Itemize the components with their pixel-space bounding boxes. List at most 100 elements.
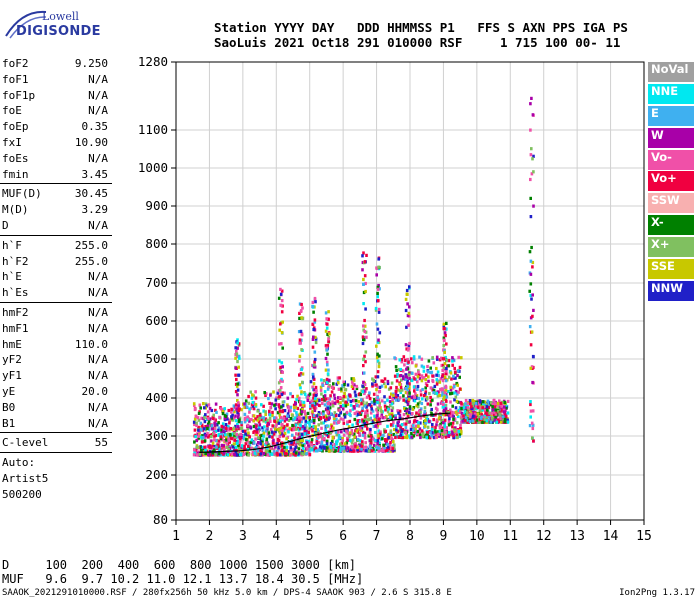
echo-cell: [257, 425, 261, 429]
echo-cell: [252, 414, 256, 418]
echo-cell: [441, 373, 445, 377]
echo-cell: [373, 402, 376, 406]
echo-cell: [499, 416, 502, 420]
echo-cell: [532, 170, 535, 174]
echo-cell: [409, 357, 413, 361]
echo-cell: [370, 400, 374, 404]
echo-cell: [325, 346, 328, 350]
echo-cell: [223, 416, 227, 420]
echo-cell: [292, 427, 296, 432]
header-values: SaoLuis 2021 Oct18 291 010000 RSF 1 715 …: [214, 35, 621, 50]
echo-cell: [234, 451, 238, 455]
echo-cell: [386, 424, 389, 428]
echo-cell: [427, 419, 431, 423]
echo-cell: [225, 428, 228, 432]
echo-cell: [259, 442, 263, 446]
echo-cell: [286, 403, 289, 407]
param-value: 255.0: [74, 254, 108, 268]
echo-cell: [301, 452, 304, 456]
echo-cell: [303, 428, 306, 432]
param-value: N/A: [88, 353, 108, 367]
echo-cell: [387, 436, 390, 440]
echo-cell: [350, 428, 354, 433]
legend-item: Vo+: [648, 171, 694, 192]
param-value: 20.0: [81, 384, 109, 398]
echo-cell: [382, 449, 385, 453]
echo-cell: [332, 416, 336, 420]
echo-cell: [422, 369, 426, 373]
echo-cell: [313, 357, 317, 362]
echo-cell: [444, 435, 448, 439]
echo-cell: [238, 407, 241, 411]
echo-cell: [394, 365, 398, 369]
echo-cell: [406, 348, 410, 352]
echo-cell: [455, 421, 459, 425]
echo-cell: [431, 356, 434, 360]
echo-cell: [236, 399, 239, 403]
echo-cell: [429, 395, 432, 400]
echo-cell: [278, 395, 282, 399]
echo-cell: [215, 423, 219, 427]
echo-cell: [221, 438, 224, 442]
echo-cell: [404, 425, 408, 430]
echo-cell: [424, 419, 427, 423]
echo-cell: [327, 401, 330, 405]
echo-cell: [335, 382, 339, 386]
echo-cell: [398, 417, 402, 421]
echo-cell: [343, 415, 347, 419]
echo-cell: [249, 425, 252, 429]
echo-cell: [314, 337, 318, 341]
echo-cell: [327, 368, 330, 372]
echo-cell: [259, 413, 262, 417]
echo-cell: [291, 433, 294, 437]
echo-cell: [498, 407, 501, 411]
echo-cell: [362, 445, 365, 449]
echo-cell: [264, 417, 268, 421]
echo-cell: [412, 357, 416, 361]
echo-cell: [452, 374, 455, 378]
echo-cell: [492, 399, 496, 403]
echo-cell: [369, 411, 373, 415]
echo-cell: [394, 398, 398, 402]
echo-cell: [264, 392, 268, 396]
echo-cell: [430, 370, 434, 374]
echo-cell: [231, 427, 234, 432]
logo-text-digisonde: DIGISONDE: [16, 24, 101, 39]
echo-cell: [368, 403, 372, 407]
echo-cell: [362, 277, 365, 282]
echo-cell: [317, 436, 320, 440]
echo-cell: [310, 438, 314, 442]
param-value: 110.0: [74, 337, 108, 351]
echo-cell: [225, 412, 229, 416]
echo-cell: [531, 409, 535, 413]
echo-cell: [342, 385, 346, 389]
echo-cell: [279, 303, 282, 307]
echo-cell: [503, 405, 506, 409]
echo-cell: [317, 411, 321, 415]
echo-cell: [202, 402, 205, 406]
echo-cell: [438, 430, 442, 434]
station-header: Station YYYY DAY DDD HHMMSS P1 FFS S AXN…: [214, 20, 628, 50]
echo-cell: [204, 448, 207, 452]
echo-cell: [207, 422, 210, 426]
echo-cell: [324, 428, 327, 432]
echo-cell: [278, 328, 281, 332]
echo-cell: [290, 441, 293, 445]
echo-cell: [237, 412, 240, 416]
echo-cell: [532, 154, 535, 158]
echo-cell: [240, 446, 243, 450]
echo-cell: [279, 379, 282, 383]
echo-cell: [447, 359, 451, 363]
echo-cell: [491, 402, 495, 406]
echo-cell: [247, 441, 250, 445]
echo-cell: [432, 418, 435, 422]
echo-cell: [444, 403, 448, 407]
echo-cell: [404, 358, 407, 362]
echo-cell: [319, 446, 323, 450]
echo-cell: [372, 443, 376, 447]
echo-cell: [298, 359, 301, 363]
echo-cell: [416, 402, 420, 406]
echo-cell: [338, 435, 342, 439]
echo-cell: [211, 453, 215, 457]
echo-cell: [485, 420, 488, 424]
